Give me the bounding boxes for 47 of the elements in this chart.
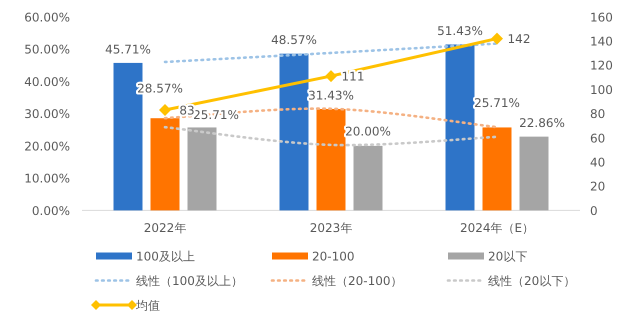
y2-tick-label: 120 <box>590 58 613 73</box>
data-label: 31.43% <box>308 88 354 102</box>
bar <box>316 108 346 210</box>
legend-label: 均值 <box>135 298 160 312</box>
y2-tick-label: 80 <box>590 107 606 122</box>
data-label: 83 <box>179 103 195 118</box>
legend-label: 线性（20以下） <box>488 274 576 288</box>
data-label: 20.00% <box>345 124 391 138</box>
point <box>325 70 337 82</box>
y-tick-label: 40.00% <box>24 74 70 89</box>
data-label: 25.71% <box>474 96 520 110</box>
bar <box>150 118 180 210</box>
legend-label: 线性（20-100） <box>312 274 403 288</box>
bar <box>520 136 548 210</box>
legend-label: 100及以上 <box>136 250 195 264</box>
y2-tick-label: 140 <box>590 34 613 48</box>
y2-tick-label: 160 <box>590 10 613 24</box>
point <box>159 104 171 116</box>
y-tick-label: 60.00% <box>24 10 70 24</box>
y2-tick-label: 100 <box>590 82 613 97</box>
legend-label: 线性（100及以上） <box>136 274 243 288</box>
x-tick-label: 2023年 <box>310 221 352 235</box>
y-tick-label: 50.00% <box>24 42 70 57</box>
data-label: 22.86% <box>519 116 565 130</box>
data-label: 51.43% <box>437 24 483 38</box>
x-tick-label: 2024年（E） <box>460 221 534 235</box>
y2-tick-label: 0 <box>590 204 598 218</box>
bar <box>354 146 382 210</box>
data-label: 142 <box>508 32 530 46</box>
point <box>491 32 503 45</box>
x-tick-label: 2022年 <box>144 221 186 235</box>
bar <box>446 44 474 210</box>
y-tick-label: 0.00% <box>32 204 70 218</box>
bar <box>280 54 308 210</box>
y-tick-label: 20.00% <box>24 139 70 154</box>
data-label: 48.57% <box>271 33 317 48</box>
y-tick-label: 30.00% <box>24 107 70 122</box>
y2-tick-label: 40 <box>590 156 606 170</box>
bar <box>188 127 216 210</box>
legend-label: 20以下 <box>488 250 528 264</box>
y2-tick-label: 20 <box>590 180 606 194</box>
y2-tick-label: 60 <box>590 131 606 146</box>
y-tick-label: 10.00% <box>24 172 70 186</box>
legend-label: 20-100 <box>312 250 355 264</box>
data-label: 45.71% <box>105 42 151 56</box>
bar <box>482 127 512 210</box>
data-label: 111 <box>342 70 364 84</box>
